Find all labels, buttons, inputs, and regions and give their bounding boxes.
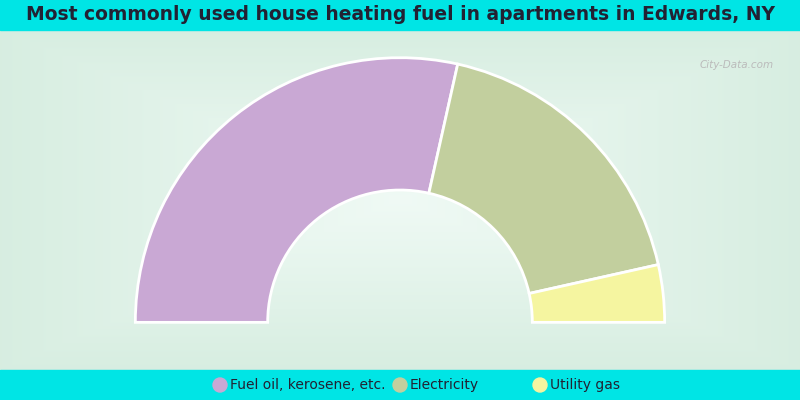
Ellipse shape xyxy=(533,378,547,392)
Text: Utility gas: Utility gas xyxy=(550,378,620,392)
Text: City-Data.com: City-Data.com xyxy=(700,60,774,70)
Ellipse shape xyxy=(393,378,407,392)
Text: Most commonly used house heating fuel in apartments in Edwards, NY: Most commonly used house heating fuel in… xyxy=(26,6,774,24)
Wedge shape xyxy=(529,265,665,322)
Ellipse shape xyxy=(213,378,227,392)
Wedge shape xyxy=(429,64,658,294)
Wedge shape xyxy=(135,58,458,322)
Bar xyxy=(0,370,800,400)
Bar xyxy=(0,0,800,30)
Text: Fuel oil, kerosene, etc.: Fuel oil, kerosene, etc. xyxy=(230,378,386,392)
Text: Electricity: Electricity xyxy=(410,378,479,392)
